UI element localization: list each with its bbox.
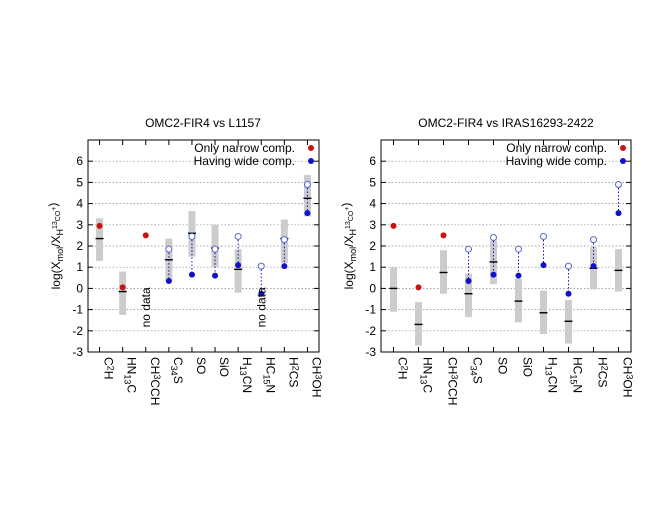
wide-point bbox=[212, 272, 219, 279]
wide-open-point bbox=[165, 245, 173, 253]
y-tick-label: -2 bbox=[365, 324, 376, 338]
y-tick-label: 1 bbox=[369, 260, 376, 274]
category-label: H13CN bbox=[544, 357, 560, 393]
wide-point bbox=[165, 277, 172, 284]
category-label: SO bbox=[194, 357, 208, 374]
y-tick-label: 3 bbox=[369, 218, 376, 232]
wide-point bbox=[540, 262, 547, 269]
wide-point bbox=[615, 210, 622, 217]
category-label: HN13C bbox=[123, 357, 139, 393]
wide-open-point bbox=[515, 245, 522, 253]
category-label: HC15N bbox=[569, 357, 585, 393]
wide-point bbox=[235, 262, 242, 269]
y-tick-label: 2 bbox=[369, 239, 376, 253]
chart-title: OMC2-FIR4 vs L1157 bbox=[145, 116, 261, 130]
narrow-point bbox=[415, 284, 422, 291]
range-box bbox=[465, 273, 472, 318]
y-tick-label: -3 bbox=[72, 345, 83, 359]
y-tick-label: 4 bbox=[76, 197, 83, 211]
y-tick-label: 3 bbox=[76, 218, 83, 232]
legend-narrow-label: Only narrow comp. bbox=[506, 141, 607, 155]
range-box bbox=[390, 267, 397, 312]
y-tick-label: 1 bbox=[76, 260, 83, 274]
legend-wide-marker bbox=[620, 158, 626, 164]
y-tick-label: 6 bbox=[76, 154, 83, 168]
category-label: C34S bbox=[469, 357, 485, 384]
wide-open-point bbox=[465, 245, 472, 253]
category-label: H13CN bbox=[238, 357, 254, 393]
range-box bbox=[234, 249, 242, 293]
wide-point bbox=[515, 272, 522, 279]
wide-open-point bbox=[188, 232, 196, 240]
category-label: C2H bbox=[396, 357, 410, 379]
y-tick-label: 6 bbox=[369, 154, 376, 168]
y-axis-label: log(Xmol/XH13CO+) bbox=[339, 203, 358, 290]
narrow-point bbox=[440, 232, 447, 239]
wide-open-point bbox=[565, 262, 572, 270]
plot-frame bbox=[380, 139, 632, 353]
range-box bbox=[119, 271, 127, 315]
narrow-point bbox=[96, 222, 103, 229]
chart-title: OMC2-FIR4 vs IRAS16293-2422 bbox=[418, 116, 594, 130]
y-tick-label: 2 bbox=[76, 239, 83, 253]
legend-wide-marker bbox=[308, 158, 314, 164]
y-tick-label: 5 bbox=[76, 175, 83, 189]
category-label: SiO bbox=[217, 357, 231, 377]
wide-point bbox=[465, 277, 472, 284]
wide-open-point bbox=[590, 236, 597, 244]
category-label: H2CS bbox=[596, 357, 610, 387]
legend-wide-label: Having wide comp. bbox=[194, 154, 295, 168]
category-label: C34S bbox=[169, 357, 185, 384]
narrow-point bbox=[390, 222, 397, 229]
wide-open-point bbox=[615, 181, 622, 189]
y-tick-label: 0 bbox=[76, 281, 83, 295]
y-tick-label: 0 bbox=[369, 281, 376, 295]
wide-open-point bbox=[540, 232, 547, 240]
wide-point bbox=[490, 271, 497, 278]
category-label: H2CS bbox=[286, 357, 300, 387]
narrow-point bbox=[119, 284, 126, 291]
y-tick-label: -1 bbox=[72, 303, 83, 317]
y-tick-label: -3 bbox=[365, 345, 376, 359]
y-tick-label: 5 bbox=[369, 175, 376, 189]
category-label: CH3OH bbox=[621, 357, 635, 397]
wide-point bbox=[188, 271, 195, 278]
wide-point bbox=[590, 263, 597, 270]
panel-l1157: OMC2-FIR4 vs L1157 -3 -2 -1 0 1 2 3 4 5 6 log(Xmol/… bbox=[46, 116, 323, 405]
category-label: HC15N bbox=[261, 357, 277, 393]
wide-point bbox=[565, 290, 572, 297]
wide-open-point bbox=[211, 245, 219, 253]
y-axis-label: log(Xmol/XH13CO+) bbox=[46, 203, 65, 290]
wide-open-point bbox=[280, 236, 288, 244]
wide-open-point bbox=[257, 262, 265, 270]
legend-narrow-label: Only narrow comp. bbox=[194, 141, 295, 155]
category-label: CH3CCH bbox=[148, 357, 162, 405]
wide-open-point bbox=[234, 232, 242, 240]
y-tick-label: 4 bbox=[369, 197, 376, 211]
y-tick-label: -1 bbox=[365, 303, 376, 317]
category-label: SiO bbox=[521, 357, 535, 377]
wide-open-point bbox=[303, 181, 311, 189]
legend-wide-label: Having wide comp. bbox=[506, 154, 607, 168]
category-label: C2H bbox=[102, 357, 116, 379]
wide-point bbox=[281, 263, 288, 270]
panel-iras16293: OMC2-FIR4 vs IRAS16293-2422 -3 -2 -1 0 1 2 3 4 5 6… bbox=[339, 116, 635, 405]
legend-narrow-marker bbox=[620, 145, 626, 151]
range-box bbox=[96, 218, 104, 261]
legend-narrow-marker bbox=[308, 145, 314, 151]
category-label: CH3CCH bbox=[446, 357, 460, 405]
category-label: CH3OH bbox=[309, 357, 323, 397]
plot-frame bbox=[87, 139, 320, 353]
wide-point bbox=[258, 290, 265, 297]
narrow-point bbox=[142, 232, 149, 239]
y-tick-label: -2 bbox=[72, 324, 83, 338]
no-data-label: no data bbox=[139, 287, 153, 327]
no-data-label: no data bbox=[254, 287, 268, 327]
wide-open-point bbox=[490, 234, 497, 242]
wide-point bbox=[304, 210, 311, 217]
category-label: SO bbox=[496, 357, 510, 374]
category-label: HN13C bbox=[419, 357, 435, 393]
